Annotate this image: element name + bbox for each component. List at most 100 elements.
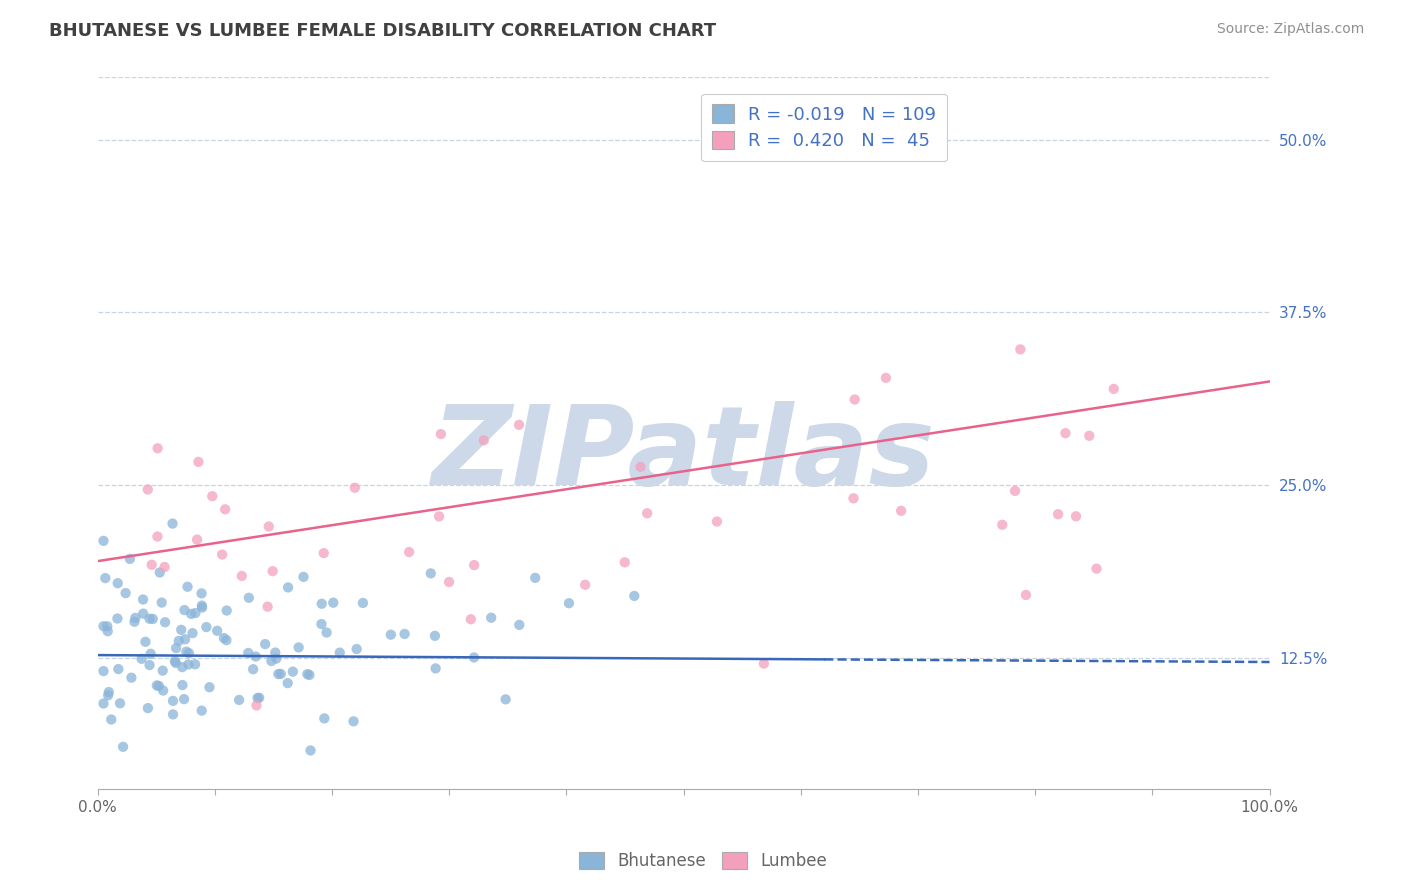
Point [162, 707, 184, 722]
Point [134, 635, 156, 649]
Point [277, 676, 299, 690]
Point [1015, 588, 1038, 602]
Point [231, 569, 253, 583]
Point [215, 603, 238, 617]
Point [153, 560, 176, 574]
Point [177, 646, 200, 660]
Point [177, 657, 200, 672]
Point [890, 504, 912, 518]
Point [162, 516, 184, 531]
Point [380, 628, 402, 642]
Point [524, 571, 547, 585]
Point [146, 442, 169, 456]
Point [176, 645, 198, 659]
Point [165, 656, 187, 670]
Point [146, 678, 169, 692]
Legend: Bhutanese, Lumbee: Bhutanese, Lumbee [572, 845, 834, 877]
Point [246, 691, 269, 706]
Point [146, 529, 169, 543]
Point [173, 692, 195, 706]
Point [1004, 483, 1026, 498]
Point [281, 665, 304, 679]
Point [172, 660, 194, 674]
Point [322, 596, 344, 610]
Point [107, 662, 129, 676]
Point [205, 624, 228, 638]
Point [107, 576, 129, 591]
Point [132, 592, 155, 607]
Point [270, 667, 292, 681]
Point [315, 625, 337, 640]
Point [172, 678, 194, 692]
Point [437, 574, 460, 589]
Point [136, 483, 159, 497]
Point [1010, 343, 1032, 357]
Point [247, 690, 270, 705]
Point [139, 647, 162, 661]
Point [238, 591, 260, 605]
Point [94, 571, 117, 585]
Point [311, 597, 333, 611]
Point [184, 657, 207, 672]
Point [1064, 509, 1087, 524]
Point [463, 558, 485, 573]
Point [167, 633, 190, 648]
Point [495, 692, 517, 706]
Point [153, 615, 176, 630]
Point [430, 427, 453, 442]
Point [132, 607, 155, 621]
Point [173, 603, 195, 617]
Point [574, 578, 596, 592]
Point [558, 596, 581, 610]
Point [277, 581, 299, 595]
Point [93, 697, 115, 711]
Point [260, 654, 283, 668]
Point [342, 714, 364, 729]
Point [1085, 561, 1108, 575]
Point [267, 667, 290, 681]
Point [198, 680, 221, 694]
Point [630, 459, 652, 474]
Point [623, 589, 645, 603]
Point [352, 596, 374, 610]
Point [149, 566, 172, 580]
Point [118, 552, 141, 566]
Point [398, 545, 420, 559]
Point [190, 704, 212, 718]
Point [201, 489, 224, 503]
Point [844, 392, 866, 407]
Point [613, 555, 636, 569]
Point [191, 600, 214, 615]
Point [297, 667, 319, 681]
Point [311, 617, 333, 632]
Point [108, 696, 131, 710]
Text: Source: ZipAtlas.com: Source: ZipAtlas.com [1216, 22, 1364, 37]
Point [312, 546, 335, 560]
Point [114, 586, 136, 600]
Point [1102, 382, 1125, 396]
Point [186, 533, 208, 547]
Point [508, 417, 530, 432]
Point [170, 623, 193, 637]
Point [163, 654, 186, 668]
Point [97, 624, 120, 639]
Point [842, 491, 865, 506]
Text: ZIPatlas: ZIPatlas [432, 401, 935, 508]
Point [211, 548, 233, 562]
Point [266, 651, 288, 665]
Point [190, 586, 212, 600]
Point [463, 650, 485, 665]
Point [245, 649, 267, 664]
Point [292, 570, 315, 584]
Point [131, 652, 153, 666]
Point [97, 685, 120, 699]
Point [346, 642, 368, 657]
Point [215, 633, 238, 648]
Point [148, 679, 170, 693]
Point [176, 580, 198, 594]
Point [242, 662, 264, 676]
Point [423, 629, 446, 643]
Point [112, 739, 135, 754]
Point [479, 610, 502, 624]
Point [427, 509, 450, 524]
